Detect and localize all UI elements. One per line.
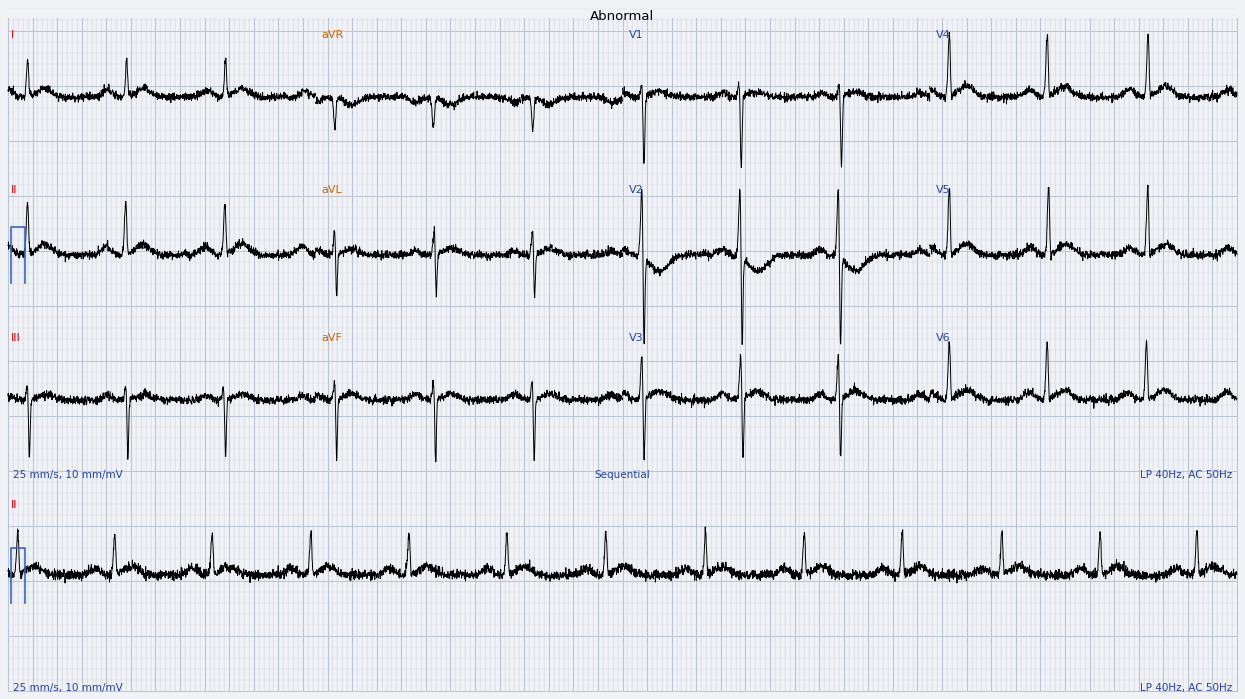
Text: Abnormal: Abnormal — [590, 10, 654, 23]
Text: I: I — [11, 30, 14, 40]
Text: LP 40Hz, AC 50Hz: LP 40Hz, AC 50Hz — [1139, 683, 1233, 693]
Text: 25 mm/s, 10 mm/mV: 25 mm/s, 10 mm/mV — [12, 683, 123, 693]
Text: V6: V6 — [936, 333, 950, 343]
Text: Sequential: Sequential — [594, 470, 650, 480]
Text: III: III — [11, 333, 21, 343]
Text: V2: V2 — [629, 185, 644, 195]
Text: aVR: aVR — [321, 30, 344, 40]
Text: V1: V1 — [629, 30, 644, 40]
Text: LP 40Hz, AC 50Hz: LP 40Hz, AC 50Hz — [1139, 470, 1233, 480]
Text: V5: V5 — [936, 185, 950, 195]
Text: aVF: aVF — [321, 333, 342, 343]
Text: II: II — [11, 500, 17, 510]
Text: V4: V4 — [936, 30, 950, 40]
Text: II: II — [11, 185, 17, 195]
Text: aVL: aVL — [321, 185, 342, 195]
Text: 25 mm/s, 10 mm/mV: 25 mm/s, 10 mm/mV — [12, 470, 123, 480]
Text: V3: V3 — [629, 333, 644, 343]
